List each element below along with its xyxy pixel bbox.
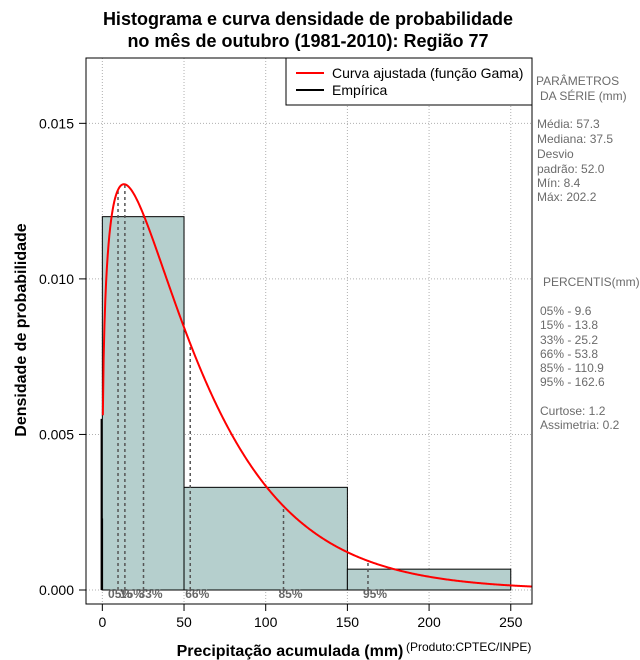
x-axis-ticks: 0 50 100 150 200 250 bbox=[98, 604, 523, 630]
stat-p15: 15% - 13.8 bbox=[540, 318, 598, 332]
percentile-lines bbox=[117, 184, 369, 590]
x-tick-label-2: 100 bbox=[254, 614, 278, 630]
percentile-label-2: 33% bbox=[139, 587, 163, 601]
legend-label-gamma: Curva ajustada (função Gama) bbox=[332, 65, 523, 81]
stat-p85: 85% - 110.9 bbox=[540, 361, 604, 375]
x-tick-label-1: 50 bbox=[176, 614, 192, 630]
params-title-1: PARÂMETROS bbox=[536, 73, 619, 88]
stat-padrao: padrão: 52.0 bbox=[537, 162, 605, 176]
x-axis-title: Precipitação acumulada (mm) bbox=[177, 643, 404, 660]
x-tick-label-4: 200 bbox=[417, 614, 441, 630]
y-axis-ticks: 0.000 0.005 0.010 0.015 bbox=[39, 115, 86, 598]
percentis-title: PERCENTIS(mm) bbox=[543, 275, 640, 289]
y-tick-label-0: 0.000 bbox=[39, 582, 74, 598]
empirical-lines bbox=[100, 418, 104, 590]
percentile-label-5: 95% bbox=[363, 587, 387, 601]
x-tick-label-0: 0 bbox=[98, 614, 106, 630]
gamma-curve bbox=[101, 183, 532, 588]
stat-p95: 95% - 162.6 bbox=[540, 375, 605, 389]
y-tick-label-2: 0.010 bbox=[39, 271, 74, 287]
y-tick-label-1: 0.005 bbox=[39, 426, 74, 442]
stat-max: Máx: 202.2 bbox=[537, 190, 597, 204]
chart-title-line-1: Histograma e curva densidade de probabil… bbox=[103, 9, 513, 29]
x-tick-label-5: 250 bbox=[499, 614, 523, 630]
stat-p33: 33% - 25.2 bbox=[540, 333, 598, 347]
percentile-labels: 05%15%33% 66% 85% 95% bbox=[108, 587, 387, 601]
y-tick-label-3: 0.015 bbox=[39, 115, 74, 131]
histogram-bars bbox=[101, 216, 512, 591]
percentile-label-4: 85% bbox=[279, 587, 303, 601]
histogram-bar-1 bbox=[183, 486, 348, 591]
stat-curtose: Curtose: 1.2 bbox=[540, 404, 606, 418]
stat-media: Média: 57.3 bbox=[537, 117, 600, 131]
credit-text: (Produto:CPTEC/INPE) bbox=[406, 640, 531, 654]
stat-assimetria: Assimetria: 0.2 bbox=[540, 418, 620, 432]
legend: Curva ajustada (função Gama) Empírica bbox=[285, 57, 533, 106]
stat-desvio: Desvio bbox=[537, 147, 574, 161]
legend-box bbox=[285, 57, 533, 106]
percentile-label-0: 05% bbox=[108, 587, 132, 601]
percentile-label-1: 15% bbox=[120, 587, 144, 601]
side-panel: PARÂMETROS DA SÉRIE (mm) Média: 57.3 Med… bbox=[536, 73, 640, 432]
legend-label-empirical: Empírica bbox=[332, 82, 387, 98]
params-title-2: DA SÉRIE (mm) bbox=[540, 88, 627, 103]
x-tick-label-3: 150 bbox=[336, 614, 360, 630]
stat-p66: 66% - 53.8 bbox=[540, 347, 598, 361]
stat-p05: 05% - 9.6 bbox=[540, 304, 592, 318]
chart-title-line-2: no mês de outubro (1981-2010): Região 77 bbox=[127, 31, 488, 51]
histogram-bar-2 bbox=[346, 568, 512, 591]
y-axis-title: Densidade de probabilidade bbox=[13, 223, 30, 436]
stat-min: Mín: 8.4 bbox=[537, 176, 581, 190]
percentile-label-3: 66% bbox=[185, 587, 209, 601]
stat-mediana: Mediana: 37.5 bbox=[537, 132, 613, 146]
